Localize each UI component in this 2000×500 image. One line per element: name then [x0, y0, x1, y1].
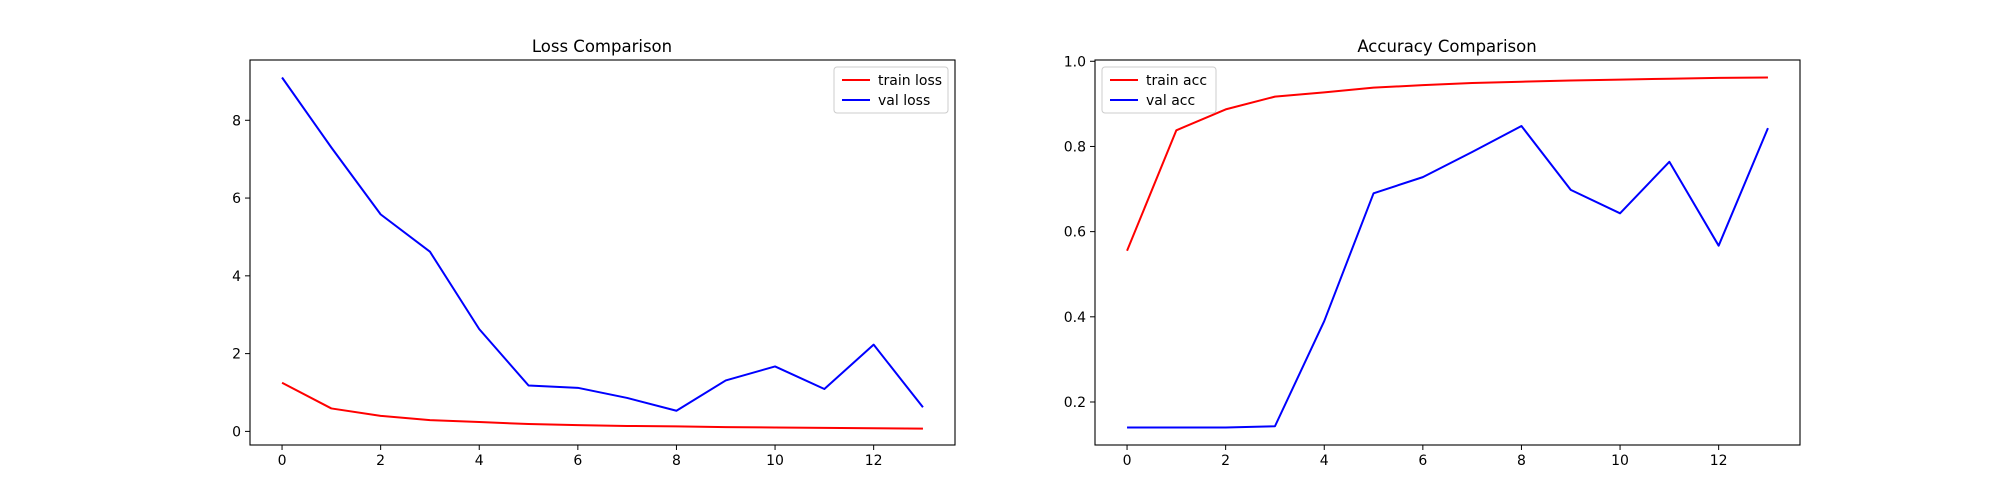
- legend-box: [1101, 66, 1217, 114]
- x-tick-label: 12: [1710, 453, 1728, 469]
- series-line-val-loss: [281, 76, 924, 412]
- y-tick-label: 6: [232, 191, 241, 207]
- y-tick-label: 0.2: [1064, 395, 1086, 411]
- axes: 0 2 4 6 8 10 12 0.2 0.4 0.6 0.8 1.0: [1064, 54, 1728, 469]
- x-tick-label: 8: [1517, 453, 1526, 469]
- plot-area-frame: [1094, 59, 1801, 446]
- x-tick-label: 10: [766, 453, 784, 469]
- plot-area-frame: [249, 59, 956, 446]
- x-tick-label: 0: [278, 453, 287, 469]
- accuracy-comparison-chart: Accuracy Comparison 0 2 4 6 8 10 12 0.2 0.4 0.6 0.…: [1064, 37, 1801, 469]
- series-line-train-loss: [281, 381, 923, 430]
- series-line-train-acc: [1126, 76, 1768, 252]
- chart-marks: [1126, 76, 1769, 429]
- chart-title: Loss Comparison: [532, 37, 672, 56]
- chart-title: Accuracy Comparison: [1357, 37, 1536, 56]
- y-tick-label: 0.8: [1064, 139, 1086, 155]
- loss-comparison-chart: Loss Comparison 0 2 4 6 8 10 12 0 2 4 6 8 train los…: [232, 37, 956, 469]
- chart-marks: [281, 76, 924, 430]
- y-tick-label: 0.4: [1064, 310, 1086, 326]
- x-tick-label: 6: [1418, 453, 1427, 469]
- x-tick-label: 0: [1123, 453, 1132, 469]
- legend-label: val loss: [878, 93, 930, 109]
- legend-label: train loss: [878, 73, 942, 89]
- y-tick-label: 1.0: [1064, 54, 1086, 70]
- axes: 0 2 4 6 8 10 12 0 2 4 6 8: [232, 113, 882, 469]
- x-tick-label: 8: [672, 453, 681, 469]
- y-tick-label: 0.6: [1064, 225, 1086, 241]
- series-line-val-acc: [1127, 125, 1769, 429]
- x-tick-label: 12: [865, 453, 883, 469]
- legend-box: [833, 66, 949, 114]
- x-tick-label: 4: [1320, 453, 1329, 469]
- y-tick-label: 4: [232, 269, 241, 285]
- x-tick-label: 4: [475, 453, 484, 469]
- x-tick-label: 2: [1221, 453, 1230, 469]
- x-tick-label: 2: [376, 453, 385, 469]
- legend: train loss val loss: [833, 66, 949, 114]
- x-tick-label: 6: [573, 453, 582, 469]
- y-tick-label: 2: [232, 347, 241, 363]
- legend: train acc val acc: [1101, 66, 1217, 114]
- legend-label: val acc: [1146, 93, 1195, 109]
- legend-label: train acc: [1146, 73, 1207, 89]
- x-tick-label: 10: [1611, 453, 1629, 469]
- y-tick-label: 0: [232, 424, 241, 440]
- y-tick-label: 8: [232, 113, 241, 129]
